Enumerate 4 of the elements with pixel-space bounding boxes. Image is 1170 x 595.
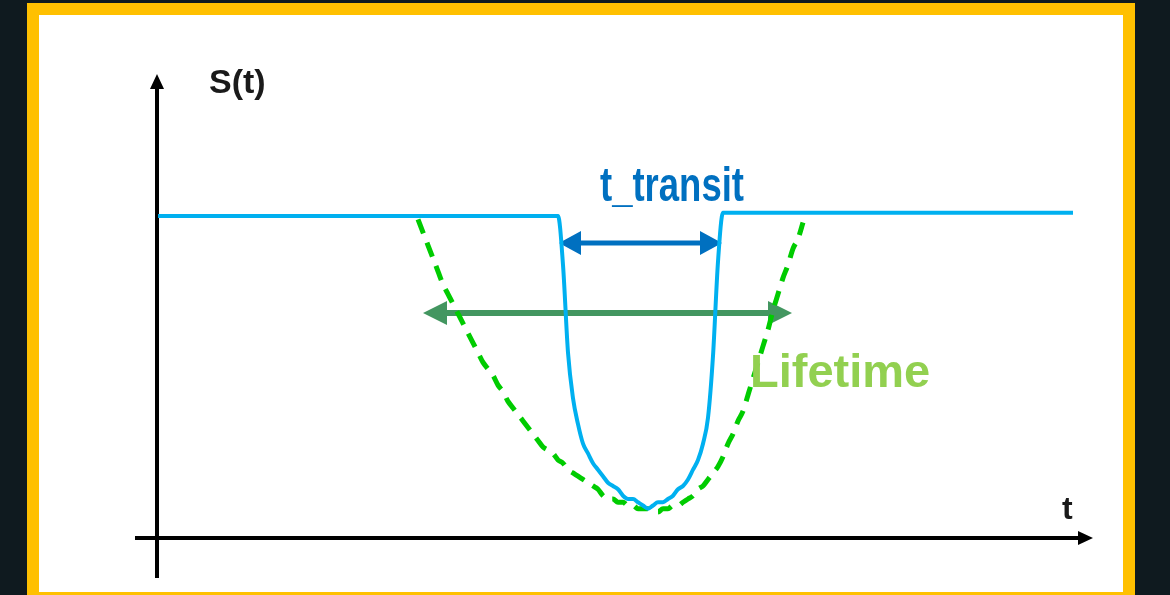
text: t_transit [600,158,744,211]
y-axis-title: S(t) [209,62,266,100]
annotation: Lifetime [750,344,931,397]
x-axis-title: t [1062,490,1073,526]
